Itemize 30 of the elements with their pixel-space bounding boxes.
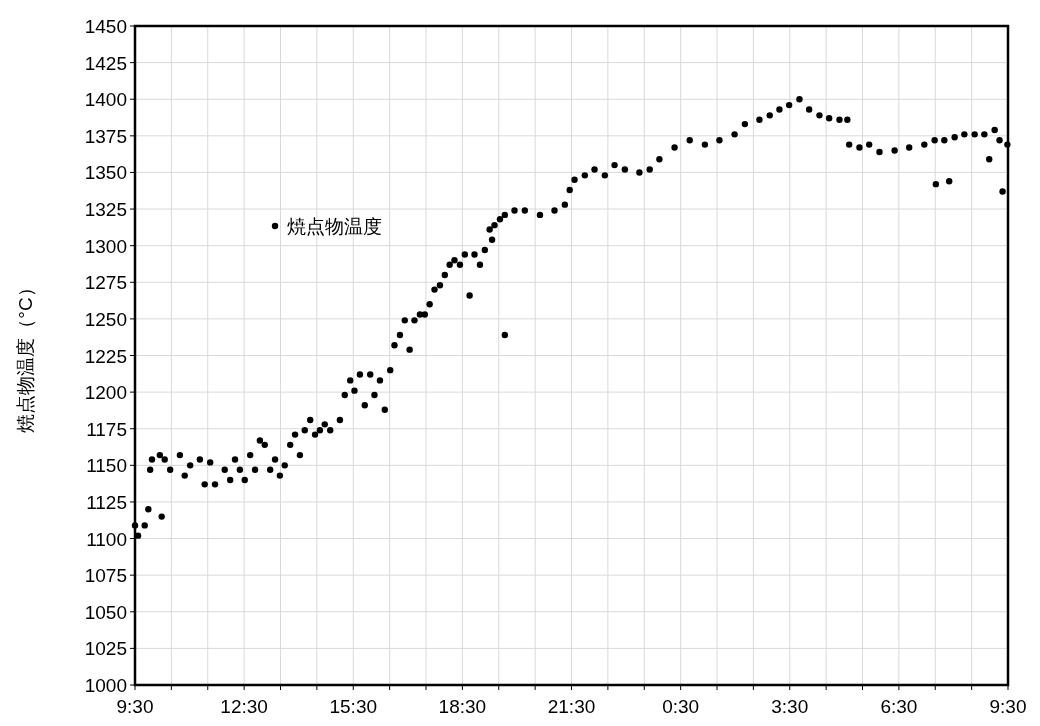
y-tick-label: 1425 <box>84 52 127 74</box>
y-tick-label: 1250 <box>84 308 127 330</box>
y-tick-label: 1350 <box>84 162 127 184</box>
y-tick-label: 1325 <box>84 199 127 221</box>
y-axis-title: 焼点物温度（°C） <box>15 278 36 433</box>
legend-label: 焼点物温度 <box>287 216 382 237</box>
x-tick-label: 6:30 <box>880 696 918 717</box>
x-tick-label: 9:30 <box>116 696 154 717</box>
y-tick-label: 1450 <box>84 16 127 37</box>
x-tick-label: 3:30 <box>771 696 809 717</box>
y-tick-label: 1050 <box>84 601 127 623</box>
y-tick-label: 1025 <box>84 638 127 660</box>
x-tick-label: 18:30 <box>438 696 487 717</box>
y-tick-label: 1175 <box>86 418 127 440</box>
y-tick-label: 1150 <box>86 455 127 477</box>
x-tick-label: 9:30 <box>989 696 1027 717</box>
y-tick-label: 1400 <box>84 89 127 111</box>
x-tick-label: 21:30 <box>547 696 596 717</box>
y-tick-label: 1000 <box>84 675 127 696</box>
y-tick-label: 1275 <box>84 272 127 294</box>
y-tick-label: 1300 <box>84 235 127 257</box>
y-tick-label: 1100 <box>86 528 127 550</box>
y-tick-label: 1075 <box>84 565 127 587</box>
x-tick-label: 0:30 <box>662 696 700 717</box>
x-tick-label: 15:30 <box>329 696 378 717</box>
y-tick-label: 1375 <box>84 125 127 147</box>
y-tick-label: 1200 <box>84 382 127 404</box>
y-tick-label: 1225 <box>84 345 127 367</box>
y-tick-label: 1125 <box>86 491 127 513</box>
x-tick-label: 12:30 <box>220 696 268 717</box>
